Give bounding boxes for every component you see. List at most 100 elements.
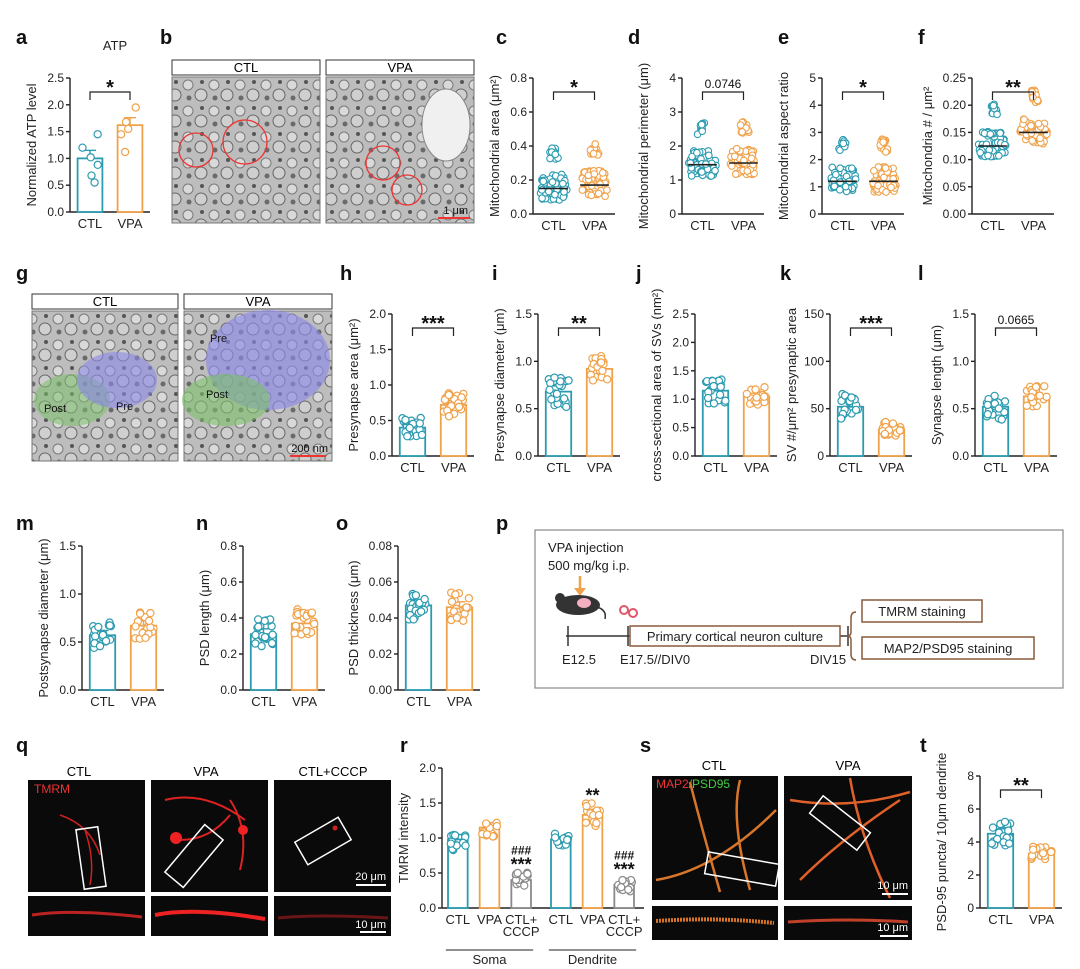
data-point xyxy=(1000,817,1010,827)
panel-q: q CTL VPA CTL+CCCP TMRM 20 μm 10 μm xyxy=(16,735,391,936)
em-title-bar-ctl xyxy=(171,59,321,76)
data-point xyxy=(841,182,850,191)
data-point xyxy=(759,392,769,401)
data-point xyxy=(1000,140,1009,149)
data-point xyxy=(94,622,103,632)
panel-e: e 0 1 2 3 4 5 Mitochondrial aspect ratio CTL VPA… xyxy=(776,27,904,233)
mito-outline xyxy=(365,145,401,181)
data-point xyxy=(101,636,111,646)
panel-g: g CTL Post Pre VPA Pre Post 200 nm xyxy=(16,263,333,462)
data-point xyxy=(752,393,761,402)
y-tick-label: 0.0 xyxy=(59,683,76,697)
panel-label-n: n xyxy=(196,513,208,535)
data-point xyxy=(984,151,992,160)
y-tick-label: 1.5 xyxy=(47,125,64,139)
x-tick-label: CTL xyxy=(400,460,425,475)
data-point xyxy=(481,819,491,828)
post-region xyxy=(182,374,270,426)
data-point xyxy=(870,166,878,175)
data-point xyxy=(711,166,719,175)
data-point xyxy=(987,839,996,848)
data-point xyxy=(260,632,270,642)
x-tick-label: CTL xyxy=(549,912,574,927)
data-point xyxy=(830,182,839,191)
tmrm-staining-label: TMRM staining xyxy=(878,604,965,619)
panel-label-f: f xyxy=(918,27,925,49)
data-point xyxy=(831,170,840,179)
data-point xyxy=(709,399,719,408)
panel-label-j: j xyxy=(635,263,642,285)
data-point xyxy=(889,175,898,183)
y-tick-label: 0.8 xyxy=(510,71,527,85)
data-point xyxy=(881,164,890,172)
data-point xyxy=(551,150,560,159)
y-tick-label: 3 xyxy=(809,125,816,139)
x-tick-label: CTL xyxy=(251,694,276,709)
panel-c: c 0.0 0.2 0.4 0.6 0.8 Mitochondrial area (μm²… xyxy=(487,27,615,233)
significance-bracket xyxy=(701,91,745,100)
data-point xyxy=(450,831,460,840)
data-point xyxy=(562,402,571,412)
x-tick-label: VPA xyxy=(1029,912,1054,927)
x-tick-label: VPA xyxy=(117,216,142,231)
map2-zoom-vpa xyxy=(784,906,912,940)
region-label-pre: Pre xyxy=(210,333,227,345)
y-tick-label: 2.0 xyxy=(419,761,436,775)
y-tick-label: 4 xyxy=(669,71,676,85)
map2-staining-label: MAP2/PSD95 staining xyxy=(884,641,1013,656)
data-point xyxy=(616,882,626,892)
significance-bracket xyxy=(841,91,885,100)
significance-label: 0.0665 xyxy=(998,313,1035,327)
y-tick-label: 0.02 xyxy=(369,647,393,661)
data-point xyxy=(123,124,133,134)
scale-bar-label: 10 μm xyxy=(355,919,386,931)
data-point xyxy=(997,415,1006,424)
x-tick-label: VPA xyxy=(131,694,156,709)
data-point xyxy=(520,881,529,890)
significance-bracket xyxy=(89,91,131,100)
data-point xyxy=(464,594,474,603)
x-tick-label: VPA xyxy=(582,218,607,233)
data-point xyxy=(105,621,114,630)
cell-body xyxy=(170,832,182,844)
panel-label-c: c xyxy=(496,27,507,49)
y-tick-label: 3 xyxy=(669,105,676,119)
significance-label: 0.0746 xyxy=(705,77,742,91)
y-tick-label: 5 xyxy=(809,71,816,85)
bar xyxy=(550,838,572,909)
panel-b: b CTL VPA 1 μm xyxy=(160,27,475,224)
y-tick-label: 1 xyxy=(809,180,816,194)
data-point xyxy=(732,144,741,153)
x-tick-label: CTL xyxy=(980,218,1005,233)
panel-j: j 0.0 0.5 1.0 1.5 2.0 2.5 cross-sectional area… xyxy=(635,263,777,481)
data-point xyxy=(551,190,559,199)
y-tick-label: 0 xyxy=(817,449,824,463)
mito-outline xyxy=(178,132,214,168)
data-point xyxy=(1036,134,1044,143)
data-point xyxy=(416,607,426,616)
image-title-vpa: VPA xyxy=(835,758,860,773)
mouse-tail-icon xyxy=(596,606,607,620)
y-tick-label: 2 xyxy=(967,868,974,882)
data-point xyxy=(751,385,760,394)
significance-label: *** xyxy=(421,313,445,335)
y-tick-label: 1.0 xyxy=(515,354,532,368)
data-point xyxy=(307,608,317,617)
y-tick-label: 1.5 xyxy=(59,539,76,553)
x-tick-label: VPA xyxy=(292,694,317,709)
significance-label: * xyxy=(570,77,578,99)
x-tick-label: VPA xyxy=(1024,460,1049,475)
significance-bracket xyxy=(411,327,455,336)
x-tick-label: VPA xyxy=(477,912,502,927)
data-point xyxy=(598,169,607,177)
map2-image-ctl xyxy=(652,776,778,900)
data-point xyxy=(462,603,471,612)
y-tick-label: 0.6 xyxy=(220,575,237,589)
x-tick-label: CTL xyxy=(541,218,566,233)
y-tick-label: 0.6 xyxy=(510,105,527,119)
x-tick-label: CTL xyxy=(446,912,471,927)
y-tick-label: 0.08 xyxy=(369,539,393,553)
zoom-box xyxy=(703,851,781,887)
panel-o: o 0.00 0.02 0.04 0.06 0.08 PSD thickness (μm)… xyxy=(336,513,480,709)
scale-bar-label: 1 μm xyxy=(443,205,468,217)
